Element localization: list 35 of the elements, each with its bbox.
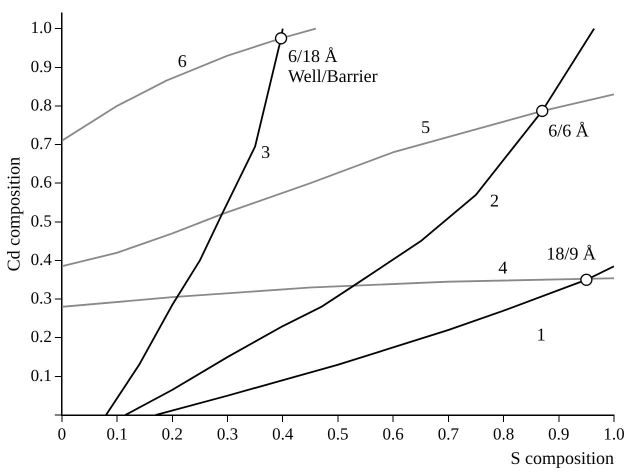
x-tick-label: 0.5 bbox=[327, 424, 349, 444]
x-tick-label: 0.8 bbox=[492, 424, 514, 444]
y-axis-title: Cd composition bbox=[4, 156, 24, 272]
x-tick-label: 1.0 bbox=[603, 424, 625, 444]
annotation: 6/18 Å Well/Barrier bbox=[288, 46, 378, 86]
y-tick-label: 1.0 bbox=[30, 18, 52, 38]
y-tick-label: 0.5 bbox=[30, 211, 52, 230]
annotation: 18/9 Å bbox=[546, 244, 596, 264]
y-tick-label: 0.6 bbox=[30, 172, 52, 192]
y-tick-label: 0.7 bbox=[30, 134, 52, 154]
annotation: 4 bbox=[498, 257, 508, 278]
point bbox=[274, 32, 288, 44]
annotation: 3 bbox=[261, 142, 270, 162]
x-tick-label: 0.7 bbox=[438, 424, 460, 444]
y-tick-label: 0.9 bbox=[30, 56, 52, 76]
x-tick-label: 0.9 bbox=[548, 424, 570, 444]
annotation: 6/6 Å bbox=[548, 120, 589, 141]
x-axis-title: S composition bbox=[510, 448, 614, 468]
x-tick-label: 0 bbox=[58, 424, 66, 444]
annotation: 2 bbox=[490, 190, 499, 211]
annotation: 5 bbox=[421, 117, 430, 138]
x-tick-label: 0.3 bbox=[216, 424, 238, 444]
y-tick-label: 0.3 bbox=[30, 288, 52, 308]
point bbox=[580, 274, 593, 286]
y-tick-label: 0.4 bbox=[30, 250, 52, 269]
x-tick-label: 0.6 bbox=[382, 424, 404, 444]
y-tick-label: 0.8 bbox=[30, 95, 52, 114]
annotation: 6 bbox=[178, 51, 187, 72]
point bbox=[536, 104, 548, 118]
x-tick-label: 0.2 bbox=[162, 424, 183, 444]
x-tick-label: 0.1 bbox=[106, 424, 128, 444]
x-tick-label: 0.4 bbox=[272, 424, 294, 444]
y-tick-label: 0.1 bbox=[30, 366, 52, 385]
y-tick-label: 0.2 bbox=[30, 327, 52, 346]
annotation: 1 bbox=[536, 324, 546, 344]
